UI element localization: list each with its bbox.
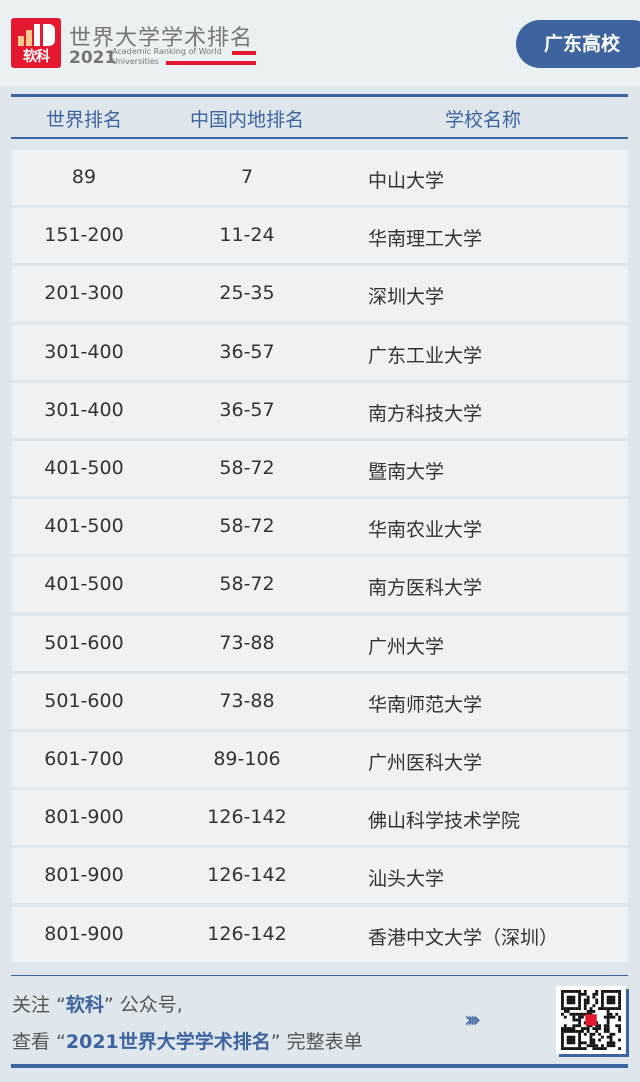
school-name: 南方科技大学 [368,402,483,425]
world-rank: 301-400 [44,340,124,363]
table-row: 89 7 中山大学 [12,150,628,205]
table-row: 201-300 25-35 深圳大学 [12,266,628,322]
world-rank: 801-900 [44,806,124,829]
china-rank: 89-106 [213,748,281,770]
china-rank: 126-142 [207,922,287,945]
school-name: 华南师范大学 [368,693,483,716]
world-rank: 601-700 [44,748,124,770]
world-rank: 89 [71,166,97,188]
subtitle: Academic Ranking of World Universities [112,47,222,67]
column-header-school: 学校名称 [444,109,521,131]
subtitle-line1: Academic Ranking of World [112,47,222,56]
table-row: 151-200 11-24 华南理工大学 [12,208,628,264]
china-rank: 73-88 [219,631,275,654]
china-rank: 126-142 [207,806,287,829]
table-row: 401-500 58-72 南方医科大学 [12,557,628,613]
table-row: 401-500 58-72 暨南大学 [12,441,628,496]
world-rank: 151-200 [44,224,124,247]
china-rank: 58-72 [219,573,275,596]
divider [11,137,628,139]
china-rank: 11-24 [219,224,275,247]
school-name: 华南理工大学 [368,228,483,251]
china-rank: 36-57 [219,398,275,421]
world-rank: 801-900 [44,922,124,945]
china-rank: 73-88 [219,689,275,712]
footer-line1: 关注 “软科” 公众号, [12,994,183,1016]
divider [11,94,628,97]
school-name: 汕头大学 [368,868,445,891]
table-row: 801-900 126-142 佛山科学技术学院 [12,790,628,846]
table-row: 801-900 126-142 香港中文大学（深圳） [12,906,628,962]
table-row: 501-600 73-88 广州大学 [12,615,628,671]
world-rank: 401-500 [44,515,124,538]
world-rank: 401-500 [44,573,124,596]
subtitle-line2: Universities [112,57,159,66]
china-rank: 126-142 [207,864,287,887]
school-name: 南方医科大学 [368,577,483,600]
year: 2021 [69,48,117,68]
school-name: 华南农业大学 [368,519,483,542]
world-rank: 801-900 [44,864,124,887]
column-header-china-rank: 中国内地排名 [189,109,304,131]
page-title: 世界大学学术排名 [69,26,254,51]
column-header-world-rank: 世界排名 [45,109,122,131]
divider [11,975,628,976]
red-line [232,51,256,55]
school-name: 中山大学 [368,170,445,192]
china-rank: 36-57 [219,340,275,363]
school-name: 广东工业大学 [368,344,483,367]
chevron-right-icon: ›››› [464,1008,481,1033]
world-rank: 501-600 [44,689,124,712]
china-rank: 25-35 [219,282,275,305]
school-name: 香港中文大学（深圳） [368,926,559,949]
table-row: 401-500 58-72 华南农业大学 [12,499,628,555]
world-rank: 401-500 [44,457,124,479]
china-rank: 7 [240,166,254,188]
china-rank: 58-72 [219,457,275,479]
divider [11,1064,628,1068]
world-rank: 501-600 [44,631,124,654]
china-rank: 58-72 [219,515,275,538]
table-row: 601-700 89-106 广州医科大学 [12,732,628,787]
table-row: 801-900 126-142 汕头大学 [12,848,628,904]
school-name: 佛山科学技术学院 [368,810,521,833]
ruanke-logo: 软科 [11,18,61,68]
region-badge: 广东高校 [516,20,640,68]
logo-text: 软科 [23,49,50,65]
world-rank: 301-400 [44,398,124,421]
school-name: 深圳大学 [368,286,445,309]
school-name: 广州医科大学 [368,752,483,774]
school-name: 广州大学 [368,635,445,658]
footer-line2: 查看 “2021世界大学学术排名” 完整表单 [12,1031,363,1053]
table-row: 501-600 73-88 华南师范大学 [12,673,628,729]
red-line [166,61,256,65]
table-row: 301-400 36-57 广东工业大学 [12,324,628,380]
table-row: 301-400 36-57 南方科技大学 [12,382,628,438]
world-rank: 201-300 [44,282,124,305]
school-name: 暨南大学 [368,461,445,483]
qr-code-icon[interactable] [556,986,626,1054]
